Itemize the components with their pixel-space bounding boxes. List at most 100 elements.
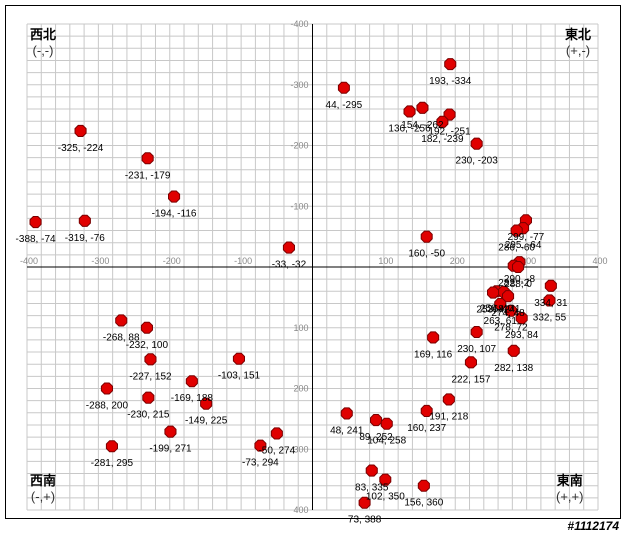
data-label: 89, 252 (359, 432, 393, 443)
data-label: -50, 274 (258, 445, 295, 456)
data-point (144, 353, 157, 366)
data-label: 73, 388 (348, 515, 382, 526)
data-point (442, 393, 455, 406)
watermark-id: #1112174 (567, 519, 619, 533)
data-point (512, 261, 525, 273)
data-point (436, 115, 449, 128)
data-label: -325, -224 (58, 143, 104, 154)
data-point (487, 286, 500, 299)
data-label: 295, -64 (505, 240, 542, 251)
data-label: 286, -60 (498, 243, 535, 254)
y-tick-label: -400 (290, 19, 308, 29)
data-label: 83, 335 (355, 483, 389, 494)
data-label: 230, -203 (456, 156, 499, 167)
corner-southwest: 西南 (-,+) (30, 473, 56, 505)
data-label: -149, 225 (185, 416, 228, 427)
data-point (420, 230, 433, 243)
x-tick-label: -300 (91, 256, 109, 266)
data-point (444, 58, 457, 71)
data-label: 160, 237 (407, 423, 446, 434)
data-label: 193, -334 (429, 76, 472, 87)
data-point (115, 314, 128, 327)
data-label: 334, 31 (534, 298, 568, 309)
data-point (164, 425, 177, 438)
data-point (443, 108, 456, 121)
data-point (494, 298, 507, 311)
data-point (515, 312, 528, 325)
data-point (544, 279, 557, 292)
data-label: 258, 40 (480, 303, 514, 314)
data-label: 154, -262 (401, 120, 444, 131)
data-label: 182, -239 (421, 134, 464, 145)
data-point (100, 382, 113, 395)
data-label: 230, 107 (457, 344, 496, 355)
data-label: 278, 72 (494, 323, 528, 334)
data-label: 268, 41 (487, 304, 521, 315)
data-label: -231, -179 (125, 170, 171, 181)
data-point (200, 397, 213, 410)
data-label: 290, -8 (504, 274, 536, 285)
corner-northwest-label: 西北 (30, 27, 57, 42)
data-label: 192, -251 (428, 127, 471, 138)
corner-southeast-sign: (+,+) (556, 489, 584, 504)
data-label: 102, 350 (366, 492, 405, 503)
data-point (78, 214, 91, 227)
data-label: 48, 241 (330, 425, 364, 436)
y-tick-label: 400 (293, 505, 308, 515)
data-label: 282, -2 (498, 278, 530, 289)
data-label: -230, 215 (127, 410, 170, 421)
corner-southwest-sign: (-,+) (30, 489, 56, 504)
corner-northeast: 東北 (+,-) (565, 27, 591, 59)
data-label: -281, 295 (91, 458, 134, 469)
data-point (140, 321, 153, 334)
data-point (543, 294, 556, 307)
data-label: -194, -116 (152, 209, 197, 220)
data-label: 263, 61 (484, 316, 518, 327)
data-label: -232, 100 (126, 340, 169, 351)
data-point (417, 479, 430, 492)
data-label: 136, -256 (388, 123, 431, 134)
data-label: -319, -76 (65, 233, 105, 244)
x-tick-label: 100 (378, 256, 393, 266)
corner-northwest: 西北 (-,-) (30, 27, 56, 59)
data-label: -169, 188 (171, 393, 214, 404)
data-point (464, 356, 477, 369)
data-label: 288, 0 (504, 279, 532, 290)
data-point (282, 241, 295, 254)
data-point (416, 101, 429, 114)
data-label: 274, 48 (491, 308, 525, 319)
x-tick-label: 200 (450, 256, 465, 266)
x-tick-label: -200 (163, 256, 181, 266)
y-tick-label: 100 (293, 323, 308, 333)
corner-northeast-sign: (+,-) (565, 43, 591, 58)
data-label: 293, 84 (505, 330, 539, 341)
data-point (470, 326, 483, 338)
data-point (420, 404, 433, 417)
x-tick-label: -400 (20, 256, 38, 266)
data-point (470, 137, 483, 150)
data-point (168, 190, 181, 203)
data-point (358, 496, 371, 509)
data-point (232, 352, 245, 365)
data-label: -227, 152 (129, 371, 172, 382)
data-label: 332, 55 (533, 312, 567, 323)
data-label: -199, 271 (149, 444, 192, 455)
corner-southeast: 東南 (+,+) (556, 473, 583, 505)
data-label: 282, 138 (494, 363, 533, 374)
corner-southwest-label: 西南 (30, 473, 57, 488)
data-label: 160, -50 (408, 249, 445, 260)
data-point (29, 216, 42, 229)
y-tick-label: -200 (290, 141, 308, 151)
data-label: -73, 294 (242, 458, 279, 469)
data-point (141, 152, 154, 165)
data-label: 191, 218 (429, 411, 468, 422)
data-point (504, 304, 517, 317)
data-label: -33, -32 (272, 260, 307, 271)
y-tick-label: 300 (293, 444, 308, 454)
data-label: 169, 116 (414, 349, 453, 360)
data-point (105, 440, 118, 453)
y-tick-label: -300 (290, 80, 308, 90)
data-point (427, 331, 440, 344)
data-label: -268, 88 (103, 332, 140, 343)
data-point (185, 375, 198, 388)
